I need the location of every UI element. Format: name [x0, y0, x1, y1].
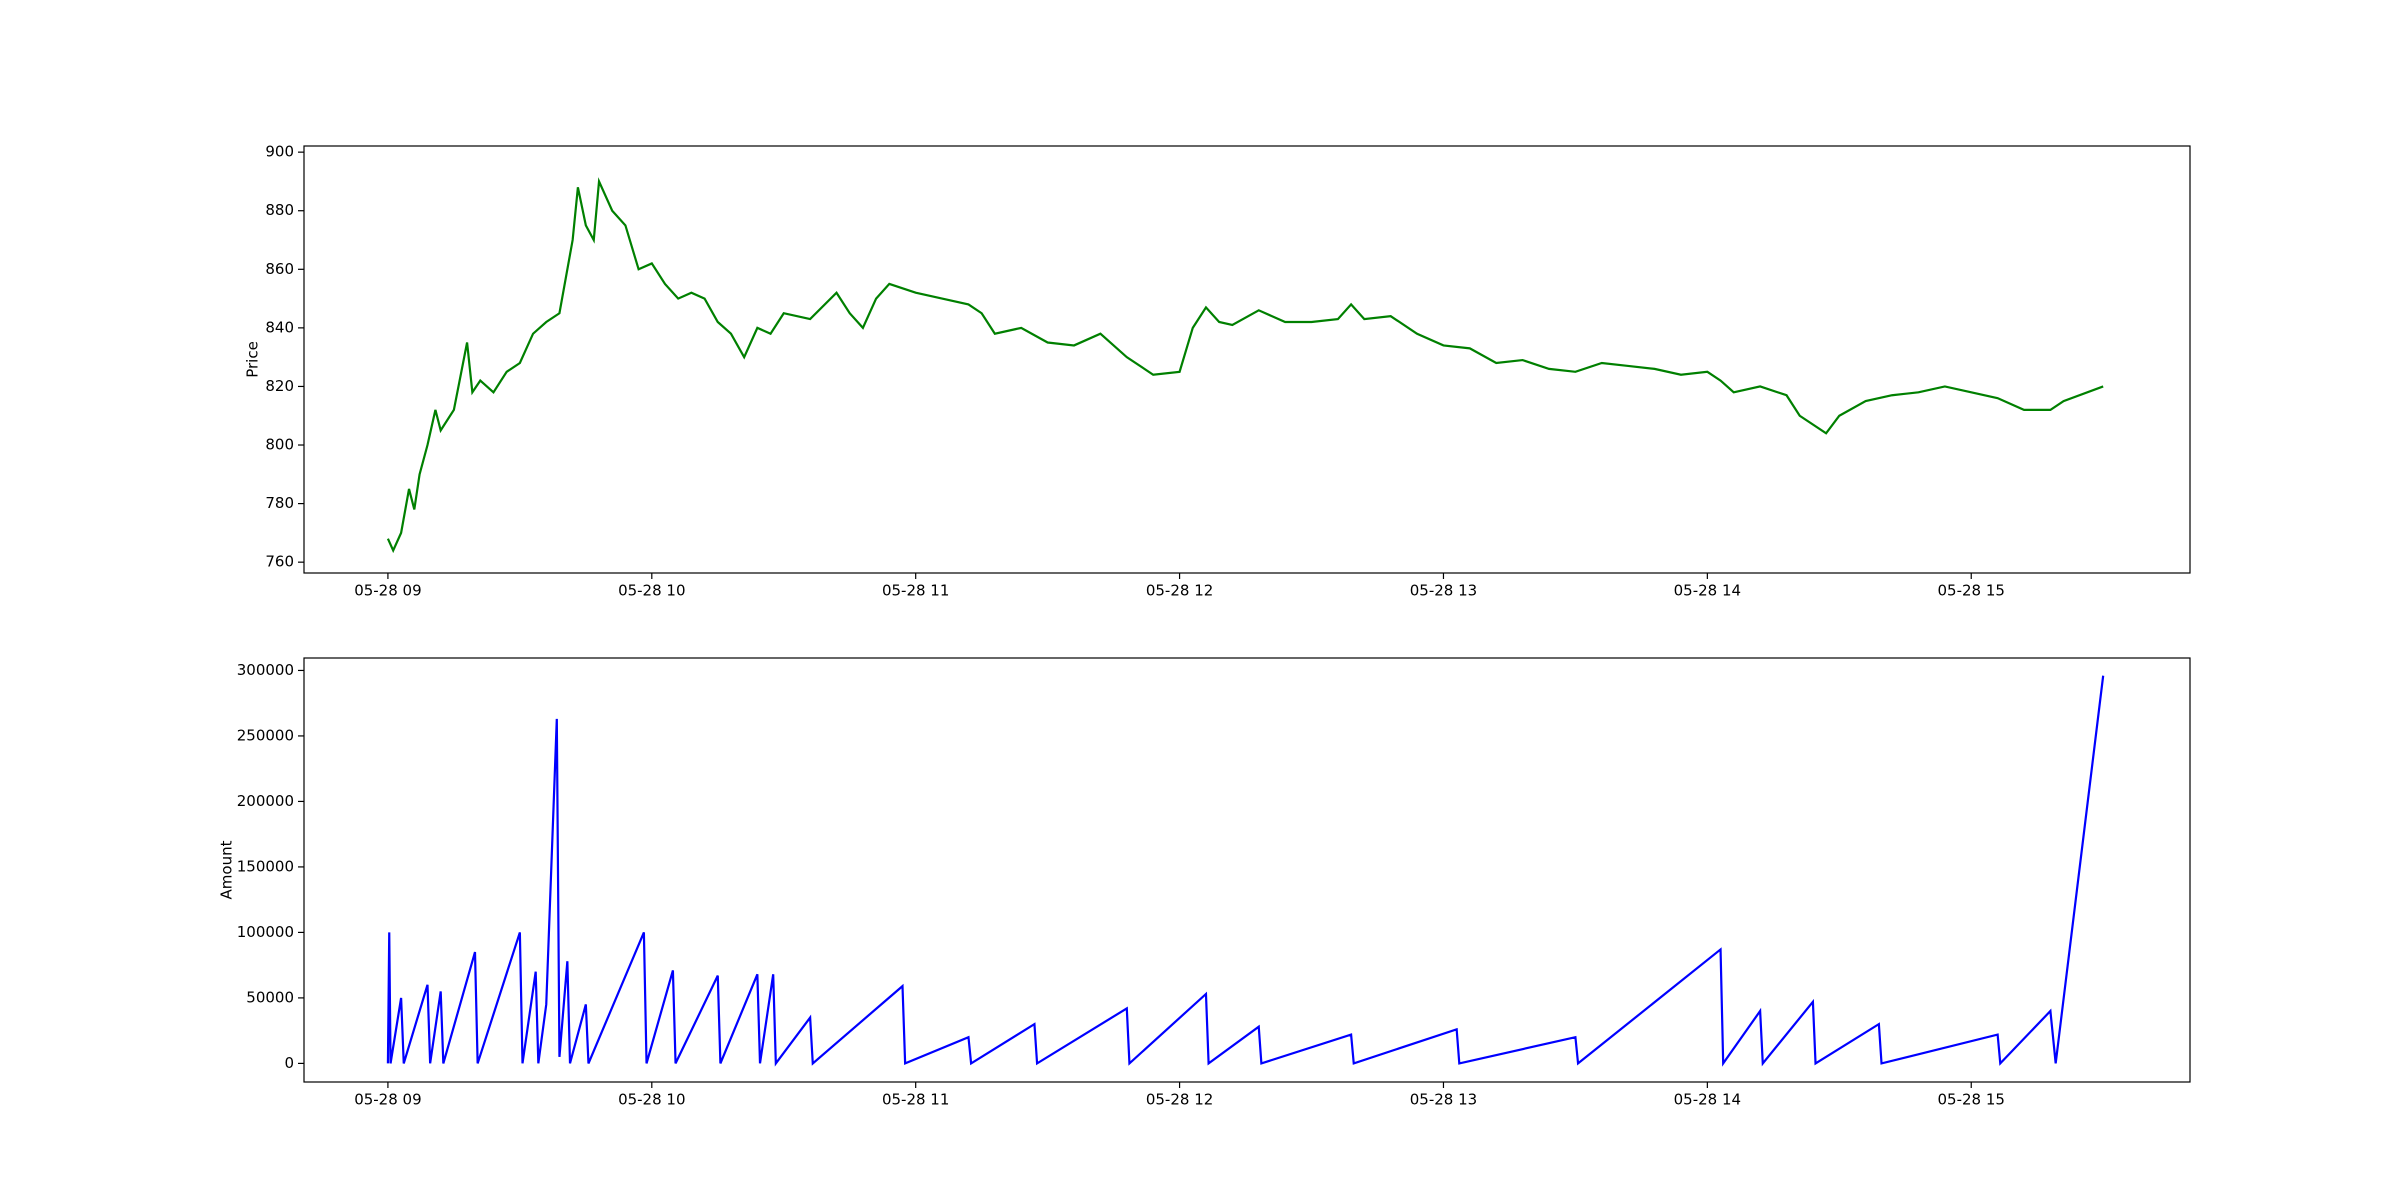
x-tick-label: 05-28 13: [1410, 582, 1477, 600]
y-tick-label: 200000: [237, 792, 294, 810]
x-tick-label: 05-28 11: [882, 1091, 949, 1109]
x-tick-label: 05-28 10: [618, 1091, 685, 1109]
x-tick-label: 05-28 14: [1674, 1091, 1741, 1109]
y-tick-label: 300000: [237, 661, 294, 679]
y-tick-label: 820: [265, 377, 294, 395]
x-tick-label: 05-28 15: [1938, 1091, 2005, 1109]
x-tick-label: 05-28 15: [1938, 582, 2005, 600]
data-line: [386, 675, 2105, 1067]
y-tick-label: 150000: [237, 857, 294, 875]
y-tick-label: 880: [265, 201, 294, 219]
y-tick-label: 860: [265, 260, 294, 278]
y-tick-label: 100000: [237, 923, 294, 941]
axes-frame: [303, 657, 2191, 1083]
y-tick-label: 840: [265, 318, 294, 336]
y-tick-label: 760: [265, 553, 294, 571]
y-axis-label: Amount: [218, 840, 236, 899]
y-tick-label: 250000: [237, 726, 294, 744]
y-tick-label: 800: [265, 436, 294, 454]
x-tick-label: 05-28 12: [1146, 1091, 1213, 1109]
x-tick-label: 05-28 09: [354, 1091, 421, 1109]
x-tick-label: 05-28 12: [1146, 582, 1213, 600]
x-tick-label: 05-28 14: [1674, 582, 1741, 600]
y-tick-label: 0: [284, 1054, 294, 1072]
x-tick-label: 05-28 09: [354, 582, 421, 600]
y-tick-label: 780: [265, 494, 294, 512]
y-axis-label: Price: [244, 341, 262, 378]
axes-frame: [303, 145, 2191, 574]
x-tick-label: 05-28 11: [882, 582, 949, 600]
data-line: [386, 177, 2104, 554]
y-tick-label: 900: [265, 143, 294, 161]
x-tick-label: 05-28 13: [1410, 1091, 1477, 1109]
y-tick-label: 50000: [246, 988, 294, 1006]
x-tick-label: 05-28 10: [618, 582, 685, 600]
